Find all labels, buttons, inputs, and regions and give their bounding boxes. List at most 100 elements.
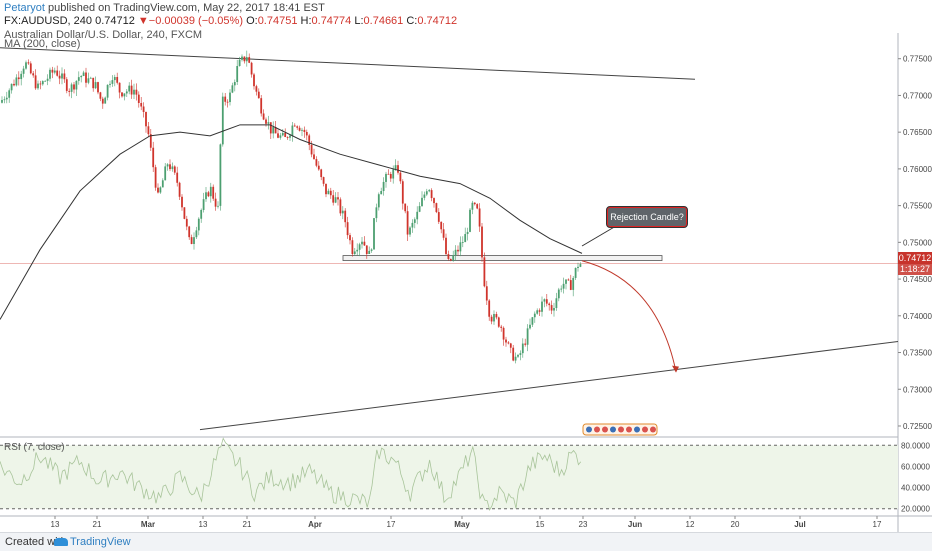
candle-body [555, 298, 558, 309]
candle-body [418, 206, 421, 212]
candle-body [389, 173, 392, 179]
candle-body [289, 135, 291, 138]
candle-body [101, 98, 104, 104]
candle-body [377, 194, 380, 208]
candle-body [188, 226, 191, 238]
price-tick-label: 0.75500 [903, 202, 932, 211]
candle-body [130, 85, 133, 95]
event-badges [582, 423, 658, 436]
candle-body [53, 70, 56, 73]
time-tick-label: Jun [628, 520, 642, 529]
rejection-candle-note[interactable]: Rejection Candle? [606, 206, 688, 228]
author-link[interactable]: Petaryot [4, 2, 45, 14]
candle-body [209, 186, 212, 197]
candle-body [483, 257, 486, 287]
price-tick-label: 0.76000 [903, 165, 932, 174]
rsi-tick-label: 40.0000 [901, 484, 930, 493]
candle-body [358, 244, 361, 250]
candle-body [416, 211, 419, 220]
candle-body [565, 279, 567, 284]
candle-body [99, 92, 102, 99]
candle-body [313, 154, 315, 160]
candle-body [106, 84, 109, 98]
candle-body [137, 94, 140, 104]
candle-body [490, 316, 493, 322]
open-label: O: [246, 15, 258, 27]
candle-body [315, 159, 318, 166]
candle-body [363, 241, 366, 246]
candle-body [560, 288, 563, 290]
candle-body [248, 57, 251, 63]
last-price: 0.74712 [95, 15, 135, 27]
candle-body [260, 98, 263, 114]
candle-body [46, 78, 49, 81]
tradingview-link[interactable]: TradingView [70, 536, 131, 548]
time-tick-label: 13 [51, 520, 60, 529]
ma-200-line [0, 124, 583, 320]
candle-body [303, 129, 306, 132]
candle-body [212, 186, 215, 199]
rsi-tick-label: 20.0000 [901, 505, 930, 514]
candle-body [507, 342, 510, 344]
candle-body [488, 300, 491, 317]
candle-body [349, 235, 351, 241]
candle-body [149, 134, 152, 148]
candle-body [481, 226, 483, 258]
candle-body [286, 137, 289, 138]
candle-body [262, 113, 265, 120]
candle-body [502, 327, 505, 340]
candle-body [250, 62, 253, 75]
candle-body [118, 82, 121, 93]
candle-body [430, 190, 433, 199]
candle-body [154, 167, 157, 188]
time-tick-label: 17 [387, 520, 396, 529]
rsi-line [0, 437, 582, 512]
candle-body [351, 240, 354, 255]
rsi-legend[interactable]: RSI (7, close) [4, 442, 65, 453]
candle-body [121, 92, 123, 97]
candle-body [387, 173, 390, 175]
candle-body [332, 195, 335, 203]
event-flag-icon [626, 426, 632, 433]
candle-body [200, 209, 203, 219]
candle-body [116, 77, 119, 83]
candle-body [89, 77, 92, 79]
candle-body [327, 190, 330, 195]
ma-legend[interactable]: MA (200, close) [4, 38, 81, 50]
rsi-tick-label: 80.0000 [901, 441, 930, 450]
price-change: ▼−0.00039 (−0.05%) [137, 15, 243, 27]
candle-body [478, 208, 481, 227]
projection-arrow [581, 260, 677, 372]
candle-body [574, 267, 577, 278]
candle-body [166, 164, 169, 167]
open-value: 0.74751 [257, 15, 298, 27]
candle-body [457, 249, 459, 252]
candle-body [176, 172, 179, 183]
event-flag-icon [650, 426, 656, 433]
candle-body [445, 237, 447, 255]
candle-body [353, 251, 356, 255]
candle-body [185, 218, 188, 227]
candle-body [226, 101, 229, 103]
candle-body [164, 166, 167, 181]
candle-body [13, 83, 15, 86]
candle-body [433, 198, 435, 204]
candle-body [10, 83, 13, 91]
candle-body [279, 135, 282, 138]
candle-body [469, 209, 471, 232]
candle-body [548, 303, 551, 306]
candle-body [17, 77, 20, 80]
bar-countdown-tag: 1:18:27 [898, 263, 932, 275]
event-flag-icon [602, 426, 608, 433]
candle-body [205, 192, 207, 200]
candle-body [104, 97, 107, 104]
candle-body [3, 99, 6, 101]
candle-body [243, 56, 246, 62]
candle-body [562, 283, 565, 289]
candle-body [27, 62, 30, 64]
candle-body [214, 198, 217, 207]
candle-body [423, 194, 426, 198]
candle-body [37, 83, 39, 89]
candle-body [87, 78, 90, 83]
candle-body [329, 190, 332, 196]
